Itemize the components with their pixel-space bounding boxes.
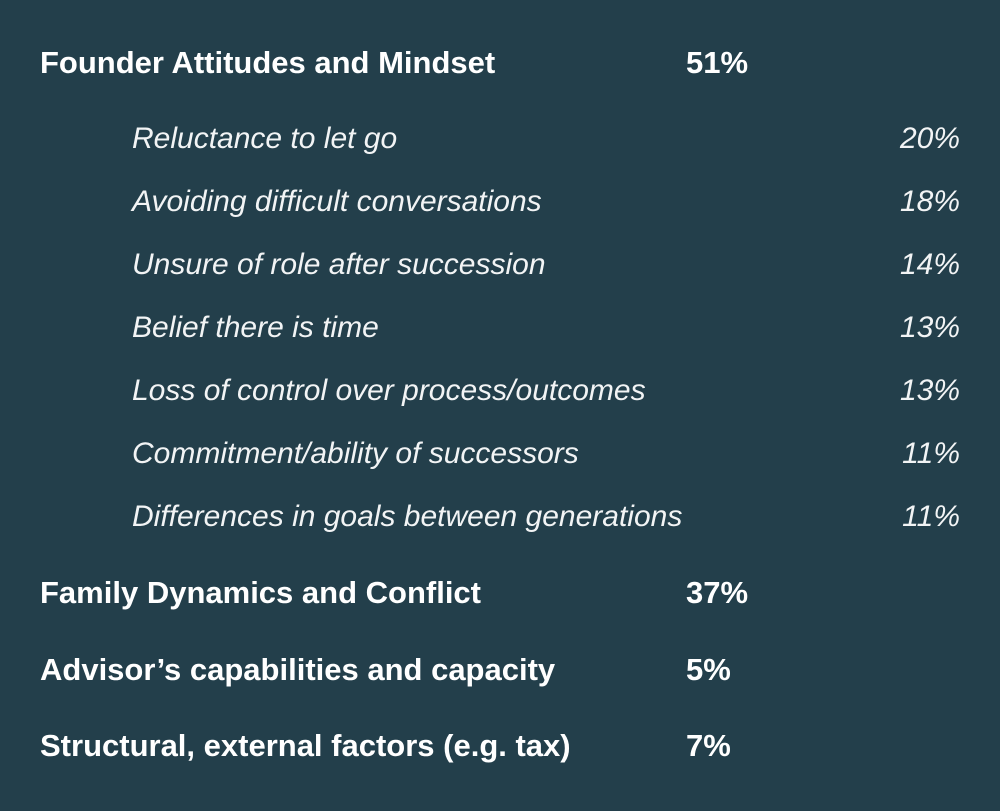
category-label: Advisor’s capabilities and capacity: [40, 652, 556, 687]
subitem-label: Unsure of role after succession: [132, 248, 546, 281]
subitem-value: 11%: [902, 437, 960, 470]
subitem-row: Reluctance to let go 20%: [0, 114, 1000, 164]
subitem-row: Avoiding difficult conversations 18%: [0, 177, 1000, 227]
category-value: 7%: [686, 728, 731, 763]
subitem-value: 14%: [899, 248, 960, 281]
subitem-row: Commitment/ability of successors 11%: [0, 429, 1000, 479]
subitem-label: Loss of control over process/outcomes: [132, 374, 646, 407]
subitem-label: Reluctance to let go: [132, 122, 398, 155]
category-row: Advisor’s capabilities and capacity 5%: [0, 645, 1000, 695]
subitem-row: Unsure of role after succession 14%: [0, 240, 1000, 290]
category-label: Family Dynamics and Conflict: [40, 575, 481, 610]
category-label: Structural, external factors (e.g. tax): [40, 728, 571, 763]
subitem-value: 11%: [902, 500, 960, 533]
category-value: 51%: [686, 45, 749, 80]
category-row: Family Dynamics and Conflict 37%: [0, 568, 1000, 618]
subitem-value: 13%: [899, 311, 960, 344]
category-row: Founder Attitudes and Mindset 51%: [0, 38, 1000, 88]
subitem-row: Belief there is time 13%: [0, 303, 1000, 353]
subitem-row: Differences in goals between generations…: [0, 492, 1000, 542]
subitem-label: Avoiding difficult conversations: [132, 185, 542, 218]
subitem-value: 13%: [899, 374, 960, 407]
category-value: 5%: [686, 652, 731, 687]
subitem-row: Loss of control over process/outcomes 13…: [0, 366, 1000, 416]
category-row: Structural, external factors (e.g. tax) …: [0, 721, 1000, 771]
subitem-value: 20%: [899, 122, 960, 155]
category-value: 37%: [686, 575, 749, 610]
subitem-label: Belief there is time: [132, 311, 379, 344]
category-label: Founder Attitudes and Mindset: [40, 45, 496, 80]
subitem-label: Commitment/ability of successors: [132, 437, 579, 470]
subitem-value: 18%: [899, 185, 960, 218]
subitem-label: Differences in goals between generations: [132, 500, 683, 533]
